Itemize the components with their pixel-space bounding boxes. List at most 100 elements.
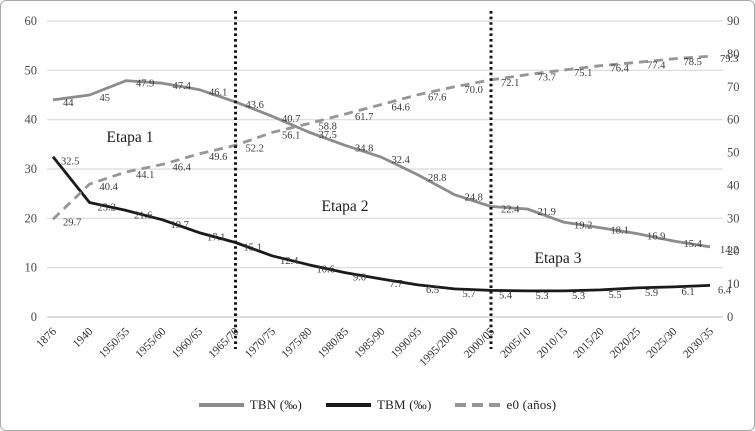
svg-text:50: 50 — [727, 146, 740, 160]
svg-text:1960/65: 1960/65 — [170, 325, 205, 360]
legend-label-tbm: TBM (‰) — [377, 397, 432, 412]
svg-text:44: 44 — [63, 98, 74, 109]
svg-text:Etapa 3: Etapa 3 — [535, 250, 582, 267]
svg-text:60: 60 — [727, 113, 740, 127]
svg-text:0: 0 — [727, 310, 733, 324]
svg-text:15.1: 15.1 — [244, 243, 262, 254]
svg-text:5.5: 5.5 — [609, 290, 622, 301]
svg-text:40.7: 40.7 — [282, 114, 300, 125]
svg-text:29.7: 29.7 — [63, 217, 81, 228]
left-axis-labels: 0 10 20 30 40 50 60 — [25, 14, 38, 324]
svg-text:30: 30 — [727, 211, 740, 225]
series-e0-labels: 29.7 40.4 44.1 46.4 49.6 52.2 56.1 58.8 61.7 64.6… — [63, 54, 738, 228]
legend-item-tbn: TBN (‰) — [198, 397, 302, 413]
svg-text:77.4: 77.4 — [647, 60, 666, 71]
svg-text:72.1: 72.1 — [501, 78, 519, 89]
svg-text:30: 30 — [25, 162, 38, 176]
svg-text:56.1: 56.1 — [282, 130, 300, 141]
svg-text:15.4: 15.4 — [684, 239, 703, 250]
svg-text:24.8: 24.8 — [465, 193, 483, 204]
svg-text:50: 50 — [25, 63, 38, 77]
svg-text:20: 20 — [25, 211, 38, 225]
svg-text:90: 90 — [727, 14, 740, 28]
svg-text:64.6: 64.6 — [392, 103, 410, 114]
legend: TBN (‰) TBM (‰) e0 (años) — [1, 383, 754, 427]
svg-text:5.4: 5.4 — [499, 290, 513, 301]
svg-text:22.4: 22.4 — [501, 204, 520, 215]
svg-text:1940: 1940 — [71, 325, 96, 350]
svg-text:10.6: 10.6 — [317, 265, 335, 276]
demographic-transition-chart: 0 10 20 30 40 50 60 0 10 20 30 40 50 60 70 80 90 1876 1940… — [25, 11, 740, 369]
svg-text:5.7: 5.7 — [463, 289, 476, 300]
legend-label-e0: e0 (años) — [506, 397, 557, 412]
svg-text:45: 45 — [100, 93, 111, 104]
series-tbm — [51, 155, 711, 293]
svg-text:70: 70 — [727, 80, 740, 94]
svg-text:37.5: 37.5 — [319, 130, 337, 141]
svg-text:76.4: 76.4 — [611, 64, 630, 75]
svg-text:18.1: 18.1 — [611, 226, 629, 237]
svg-text:Etapa 2: Etapa 2 — [322, 198, 369, 215]
svg-text:40: 40 — [727, 178, 740, 192]
svg-text:78.5: 78.5 — [684, 57, 702, 68]
svg-text:40: 40 — [25, 113, 38, 127]
svg-text:1876: 1876 — [34, 325, 59, 350]
svg-text:1985/90: 1985/90 — [352, 325, 387, 360]
svg-text:2010/15: 2010/15 — [535, 325, 570, 360]
svg-text:75.1: 75.1 — [574, 68, 592, 79]
e0-dashed-line-swatch — [455, 403, 501, 407]
svg-text:17.1: 17.1 — [207, 233, 225, 244]
svg-text:1975/80: 1975/80 — [279, 325, 314, 360]
right-axis-labels: 0 10 20 30 40 50 60 70 80 90 — [727, 14, 740, 324]
svg-text:2030/35: 2030/35 — [681, 325, 716, 360]
legend-item-e0: e0 (años) — [455, 397, 556, 413]
svg-text:9.0: 9.0 — [353, 273, 366, 284]
svg-text:5.3: 5.3 — [536, 291, 549, 302]
svg-text:6.5: 6.5 — [426, 285, 439, 296]
svg-text:58.8: 58.8 — [319, 122, 337, 133]
legend-item-tbm: TBM (‰) — [326, 397, 431, 413]
svg-text:73.7: 73.7 — [538, 73, 556, 84]
svg-text:14.2: 14.2 — [720, 245, 738, 256]
svg-text:44.1: 44.1 — [136, 170, 154, 181]
svg-text:47.9: 47.9 — [136, 79, 154, 90]
series-tbm-labels: 32.5 23.2 21.6 19.7 17.1 15.1 12.4 10.6 9.0 7.7 6.… — [61, 157, 732, 302]
svg-text:10: 10 — [727, 277, 740, 291]
svg-text:1970/75: 1970/75 — [243, 325, 278, 360]
svg-text:1955/60: 1955/60 — [133, 325, 168, 360]
svg-text:46.4: 46.4 — [173, 162, 192, 173]
svg-text:Etapa 1: Etapa 1 — [107, 129, 154, 146]
svg-text:40.4: 40.4 — [100, 182, 119, 193]
svg-text:49.6: 49.6 — [209, 152, 227, 163]
svg-text:21.9: 21.9 — [538, 207, 556, 218]
svg-text:32.5: 32.5 — [61, 157, 79, 168]
tbn-line-swatch — [198, 403, 244, 407]
svg-text:20: 20 — [727, 244, 740, 258]
svg-text:6.1: 6.1 — [682, 287, 695, 298]
svg-text:19.7: 19.7 — [171, 220, 189, 231]
svg-text:5.3: 5.3 — [572, 291, 585, 302]
svg-text:80: 80 — [727, 47, 740, 61]
svg-text:2005/10: 2005/10 — [498, 325, 533, 360]
svg-text:32.4: 32.4 — [392, 155, 411, 166]
svg-text:10: 10 — [25, 261, 38, 275]
svg-text:2025/30: 2025/30 — [644, 325, 679, 360]
svg-text:23.2: 23.2 — [98, 203, 116, 214]
stage-annotations: Etapa 1 Etapa 2 Etapa 3 — [107, 129, 582, 267]
svg-text:6.4: 6.4 — [718, 285, 732, 296]
svg-text:2020/25: 2020/25 — [608, 325, 643, 360]
legend-label-tbn: TBN (‰) — [249, 397, 302, 412]
svg-text:46.1: 46.1 — [209, 88, 227, 99]
series-e0 — [52, 54, 711, 221]
tbm-line-swatch — [326, 403, 371, 407]
svg-text:47.4: 47.4 — [173, 81, 192, 92]
svg-text:60: 60 — [25, 14, 38, 28]
svg-text:16.9: 16.9 — [647, 232, 665, 243]
svg-text:2015/20: 2015/20 — [571, 325, 606, 360]
x-axis-labels: 1876 1940 1950/55 1955/60 1960/65 1965/70 1970… — [34, 325, 716, 368]
series-tbn — [52, 79, 711, 249]
series-tbn-labels: 44 45 47.9 47.4 46.1 43.6 40.7 37.5 34.8 32.4 28.8… — [63, 79, 738, 256]
svg-text:12.4: 12.4 — [280, 256, 299, 267]
svg-text:19.2: 19.2 — [574, 220, 592, 231]
